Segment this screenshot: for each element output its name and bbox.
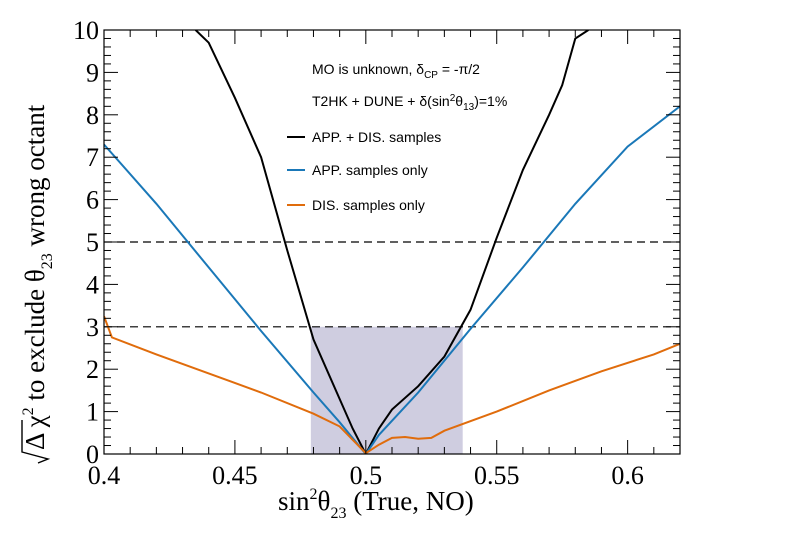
y-tick-label: 8 <box>86 101 99 130</box>
legend-label-dis: DIS. samples only <box>312 197 425 213</box>
series-app-dis-line <box>194 30 589 454</box>
y-tick-label: 2 <box>86 355 99 384</box>
svg-text:Δ χ2 to exclude θ23 wrong octa: Δ χ2 to exclude θ23 wrong octant <box>20 104 56 450</box>
x-axis-title: sin2θ23 (True, NO) <box>278 486 474 522</box>
y-tick-label: 10 <box>73 16 99 45</box>
x-tick-label: 0.4 <box>88 461 121 490</box>
y-tick-label: 3 <box>86 313 99 342</box>
y-tick-label: 7 <box>86 143 99 172</box>
sqrt-sign-icon <box>21 420 51 464</box>
y-tick-label: 0 <box>86 440 99 469</box>
tick-labels: 0 1 2 3 4 5 6 7 8 9 10 0.4 0.45 0.5 0.55 0.6 <box>73 16 644 490</box>
y-tick-label: 6 <box>86 186 99 215</box>
excluded-region-band <box>310 326 463 454</box>
legend-label-app: APP. samples only <box>312 162 428 178</box>
reference-lines <box>104 241 680 328</box>
y-tick-label: 5 <box>86 228 99 257</box>
axis-ticks <box>103 29 681 455</box>
annotation-mo-unknown: MO is unknown, δCP = -π/2 <box>312 61 480 81</box>
series-app-line <box>104 105 680 454</box>
x-tick-label: 0.5 <box>350 461 383 490</box>
y-axis-title: Δ χ2 to exclude θ23 wrong octant <box>20 104 56 464</box>
y-tick-label: 4 <box>86 270 99 299</box>
annotation-experiments: T2HK + DUNE + δ(sin2θ13)=1% <box>312 93 507 113</box>
y-tick-label: 1 <box>86 398 99 427</box>
series-lines <box>104 30 680 454</box>
x-tick-label: 0.45 <box>212 461 258 490</box>
series-dis-line <box>104 315 680 454</box>
y-tick-label: 9 <box>86 58 99 87</box>
x-tick-label: 0.55 <box>474 461 520 490</box>
x-tick-label: 0.6 <box>611 461 644 490</box>
legend: APP. + DIS. samples APP. samples only DI… <box>287 129 441 213</box>
legend-label-app-dis: APP. + DIS. samples <box>312 129 441 145</box>
